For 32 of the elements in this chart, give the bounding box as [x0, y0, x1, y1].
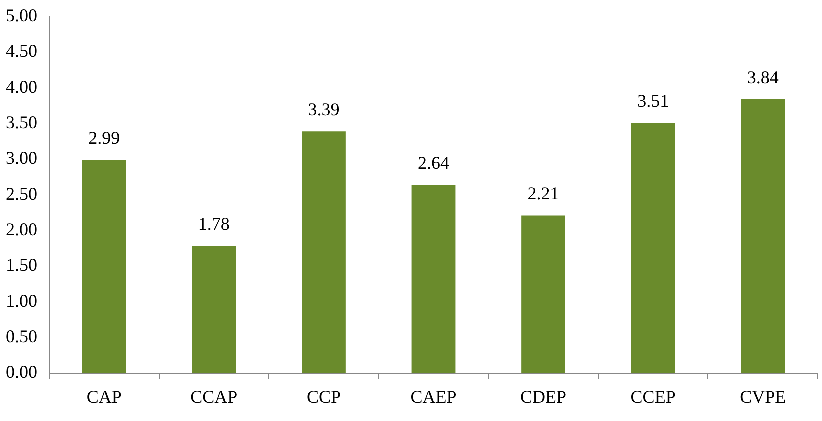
bar — [631, 123, 676, 374]
y-tick-label: 1.00 — [6, 290, 38, 311]
bar — [522, 216, 566, 374]
y-tick-label: 2.50 — [6, 184, 38, 204]
bar — [412, 185, 456, 374]
x-tick-label: CAEP — [410, 386, 457, 407]
y-tick-label: 3.50 — [6, 112, 38, 133]
data-label: 2.21 — [528, 184, 560, 204]
data-label: 3.84 — [747, 67, 779, 88]
x-tick-label: CDEP — [520, 386, 567, 407]
x-tick-label: CCEP — [630, 386, 676, 407]
y-tick-label: 1.50 — [6, 255, 38, 276]
y-tick-label: 0.00 — [6, 362, 38, 382]
data-label: 2.99 — [88, 128, 120, 148]
bar — [192, 246, 236, 374]
data-label: 3.39 — [308, 99, 340, 120]
x-tick-label: CCAP — [190, 386, 238, 407]
data-label: 3.51 — [638, 90, 670, 111]
x-tick-label: CAP — [86, 386, 122, 407]
y-tick-label: 4.00 — [6, 76, 38, 97]
y-tick-label: 0.50 — [6, 326, 38, 346]
bar — [302, 132, 346, 374]
y-tick-label: 3.00 — [6, 148, 38, 168]
data-label: 2.64 — [418, 152, 450, 173]
x-tick-label: CCP — [306, 386, 341, 407]
y-tick-label: 5.00 — [6, 6, 38, 26]
y-tick-label: 4.50 — [6, 41, 38, 62]
data-label: 1.78 — [198, 214, 230, 234]
bar — [741, 100, 786, 374]
x-tick-label: CVPE — [740, 386, 786, 407]
y-tick-label: 2.00 — [6, 219, 38, 240]
bar — [82, 160, 126, 374]
